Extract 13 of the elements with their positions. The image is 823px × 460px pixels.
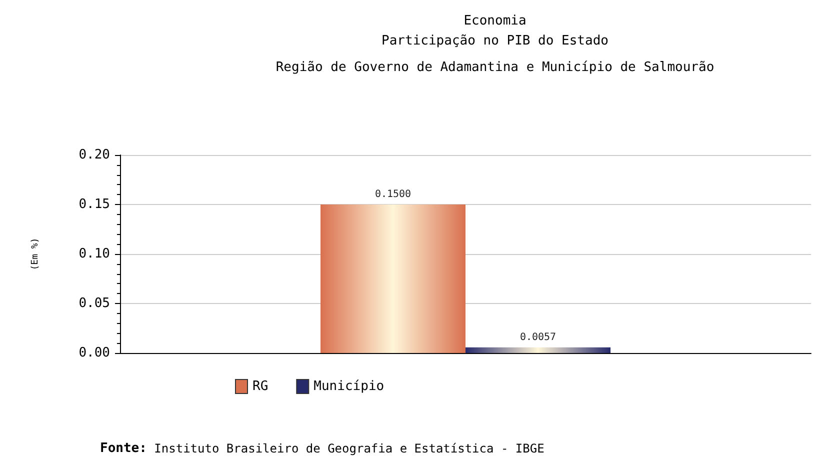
y-tick-label: 0.00 <box>78 346 110 360</box>
y-tick-label: 0.05 <box>78 296 110 311</box>
y-tick-label: 0.20 <box>78 148 110 162</box>
chart-subtitle: Região de Governo de Adamantina e Município de Salmourão <box>276 60 714 75</box>
source-note: Fonte: Instituto Brasileiro de Geografia e Estatística - IBGE <box>100 441 544 456</box>
legend-label: Município <box>314 379 384 394</box>
y-axis-title: (Em %) <box>30 238 40 270</box>
y-tick-label: 0.10 <box>78 246 110 262</box>
chart-title: Economia Participação no PIB do Estado <box>382 14 608 48</box>
data-label: 0.1500 <box>374 189 412 200</box>
legend-label: RG <box>252 379 268 394</box>
data-label: 0.0057 <box>520 332 556 343</box>
y-tick-label: 0.15 <box>78 197 110 212</box>
